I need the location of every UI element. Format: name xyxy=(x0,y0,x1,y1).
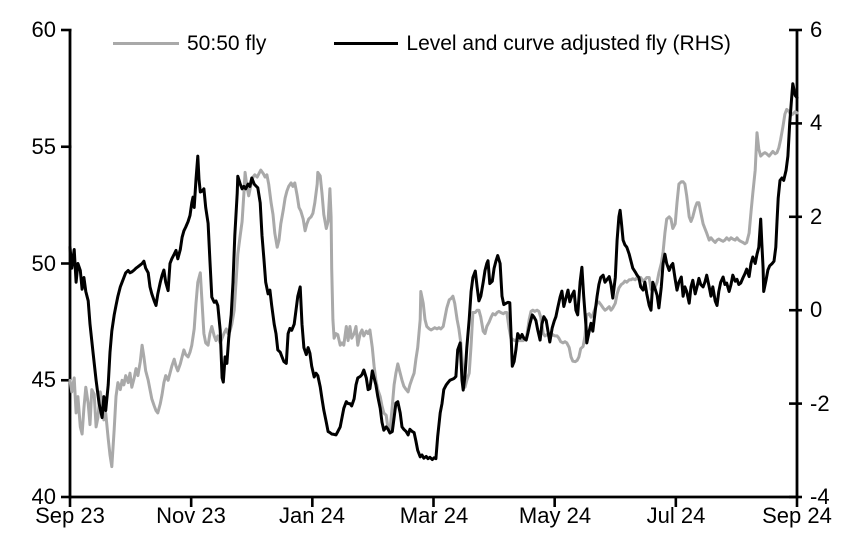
x-axis-tick-label: Jul 24 xyxy=(646,503,706,528)
legend-label-adjusted-fly: Level and curve adjusted fly (RHS) xyxy=(406,32,731,55)
x-axis-tick-label: Mar 24 xyxy=(399,503,469,528)
series-adjusted-fly-line xyxy=(68,82,799,462)
x-axis-tick-label: Jan 24 xyxy=(278,503,346,528)
left-axis-tick-label: 45 xyxy=(31,367,56,393)
x-axis-tick-label: Sep 24 xyxy=(762,503,832,528)
right-axis-tick-label: 6 xyxy=(810,17,823,42)
series-5050-fly-line xyxy=(68,107,799,469)
left-axis-tick-label: 60 xyxy=(31,17,56,42)
legend-item-adjusted-fly: Level and curve adjusted fly (RHS) xyxy=(334,33,731,54)
right-axis-tick-label: -4 xyxy=(810,484,830,509)
left-axis-tick-label: 50 xyxy=(31,250,56,276)
right-axis-tick-label: 4 xyxy=(810,110,823,136)
x-axis-tick-label: Sep 23 xyxy=(35,503,105,528)
legend-line-adjusted-fly-icon xyxy=(334,41,399,46)
axes xyxy=(61,28,802,507)
left-axis-tick-label: 40 xyxy=(31,484,56,509)
legend-item-5050-fly: 50:50 fly xyxy=(113,33,266,54)
right-axis-tick-label: 2 xyxy=(810,203,823,229)
x-axis-tick-label: Nov 23 xyxy=(156,503,226,528)
legend-line-5050-fly-icon xyxy=(113,41,179,46)
x-axis-tick-label: May 24 xyxy=(518,503,592,528)
series-lines xyxy=(68,82,799,469)
legend: 50:50 fly Level and curve adjusted fly (… xyxy=(113,33,731,54)
left-axis-tick-label: 55 xyxy=(31,133,56,159)
right-axis-tick-label: -2 xyxy=(810,390,830,416)
legend-label-5050-fly: 50:50 fly xyxy=(187,32,267,55)
right-axis-tick-label: 0 xyxy=(810,297,823,323)
